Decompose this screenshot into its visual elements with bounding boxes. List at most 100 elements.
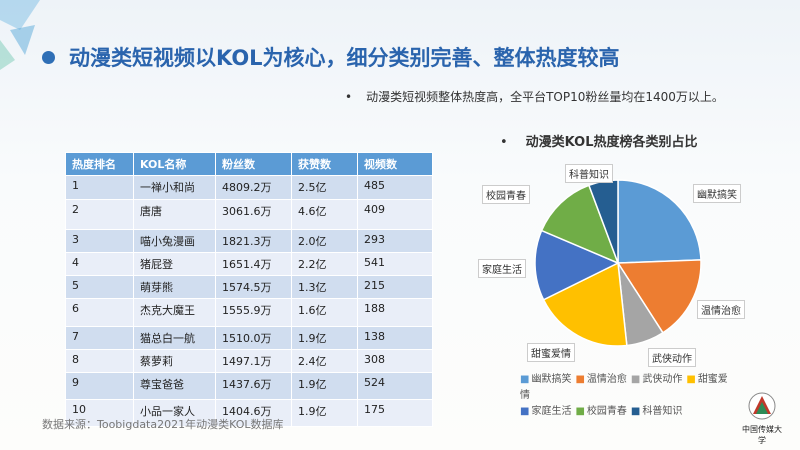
table-row: 5 萌芽熊 1574.5万 1.3亿 215 [65,275,433,299]
table-cell: 蔡萝莉 [133,349,216,373]
legend-swatch-icon: ■ [686,374,696,385]
table-cell: 175 [357,399,433,427]
legend-swatch-icon: ■ [630,374,641,385]
table-row: 3 喵小兔漫画 1821.3万 2.0亿 293 [65,229,433,253]
table-cell: 1497.1万 [215,349,292,373]
title-text: 动漫类短视频以KOL为核心，细分类别完善、整体热度较高 [69,46,620,70]
slice-label: 温情治愈 [697,300,745,319]
table-cell: 一禅小和尚 [133,175,216,200]
bullet-icon [42,50,55,64]
legend-swatch-icon: ■ [520,406,530,417]
table-cell: 541 [357,252,433,276]
table-row: 7 猫总白一航 1510.0万 1.9亿 138 [65,326,433,350]
table-cell: 1510.0万 [215,326,292,350]
legend-swatch-icon: ■ [630,406,641,417]
slice-label: 武侠动作 [648,348,696,367]
kol-table: 热度排名 KOL名称 粉丝数 获赞数 视频数 1 一禅小和尚 4809.2万 2.5亿 485 2… [65,152,433,427]
table-cell: 1.9亿 [291,399,358,427]
table-header: 热度排名 KOL名称 粉丝数 获赞数 视频数 [65,152,433,176]
table-cell: 2.0亿 [291,229,358,253]
legend-item: ■ 幽默搞笑 [520,374,572,385]
table-cell: 5 [65,275,134,299]
table-cell: 10 [65,399,134,427]
column-header: KOL名称 [133,152,216,176]
table-cell: 唐唐 [133,199,216,230]
table-cell: 188 [357,298,433,327]
table-cell: 1404.6万 [215,399,292,427]
table-row: 1 一禅小和尚 4809.2万 2.5亿 485 [65,175,433,200]
column-header: 获赞数 [291,152,358,176]
table-cell: 猪屁登 [133,252,216,276]
table-cell: 7 [65,326,134,350]
legend-item: ■ 科普知识 [630,406,683,417]
table-cell: 409 [357,199,433,230]
page-title: 动漫类短视频以KOL为核心，细分类别完善、整体热度较高 [42,42,620,72]
table-row: 8 蔡萝莉 1497.1万 2.4亿 308 [65,349,433,373]
table-cell: 1.9亿 [291,326,358,350]
table-cell: 猫总白一航 [133,326,216,350]
table-row: 2 唐唐 3061.6万 4.6亿 409 [65,199,433,230]
table-cell: 4.6亿 [291,199,358,230]
legend-item: ■ 校园青春 [575,406,627,417]
table-cell: 喵小兔漫画 [133,229,216,253]
table-cell: 2.4亿 [291,349,358,373]
table-cell: 1555.9万 [215,298,292,327]
table-row: 6 杰克大魔王 1555.9万 1.6亿 188 [65,298,433,327]
column-header: 热度排名 [65,152,134,176]
legend-item: ■ 家庭生活 [520,406,572,417]
slice-label: 幽默搞笑 [693,184,741,203]
legend-item: ■ 温情治愈 [575,374,627,385]
table-cell: 9 [65,372,134,400]
table-cell: 萌芽熊 [133,275,216,299]
legend-swatch-icon: ■ [575,406,585,417]
legend-item: ■ 武侠动作 [630,374,683,385]
slice-label: 家庭生活 [478,259,526,278]
table-cell: 308 [357,349,433,373]
table-cell: 4809.2万 [215,175,292,200]
table-cell: 2.2亿 [291,252,358,276]
subtitle: 动漫类短视频整体热度高，全平台TOP10粉丝量均在1400万以上。 [345,88,724,105]
table-cell: 1574.5万 [215,275,292,299]
table-cell: 1 [65,175,134,200]
decorative-network-graphic [0,0,40,70]
pie-slice-幽默搞笑 [617,179,702,264]
pie-slice-甜蜜爱情 [542,261,628,347]
table-cell: 2.5亿 [291,175,358,200]
table-row: 9 尊宝爸爸 1437.6万 1.9亿 524 [65,372,433,400]
table-cell: 1651.4万 [215,252,292,276]
table-cell: 3061.6万 [215,199,292,230]
logo-emblem-icon [748,392,776,420]
table-cell: 215 [357,275,433,299]
table-cell: 1.3亿 [291,275,358,299]
data-source: 数据来源：Toobigdata2021年动漫类KOL数据库 [42,418,284,431]
legend-swatch-icon: ■ [575,374,585,385]
table-cell: 1437.6万 [215,372,292,400]
table-cell: 2 [65,199,134,230]
table-cell: 293 [357,229,433,253]
table-row: 4 猪屁登 1651.4万 2.2亿 541 [65,252,433,276]
table-cell: 6 [65,298,134,327]
table-cell: 485 [357,175,433,200]
chart-title: 动漫类KOL热度榜各类别占比 [500,131,698,150]
slice-label: 科普知识 [565,164,613,183]
table-cell: 1.6亿 [291,298,358,327]
table-cell: 3 [65,229,134,253]
column-header: 视频数 [357,152,433,176]
table-row: 10 小品一家人 1404.6万 1.9亿 175 [65,399,433,427]
table-cell: 尊宝爸爸 [133,372,216,400]
university-logo: 中国传媒大学 [740,392,784,446]
table-cell: 1.9亿 [291,372,358,400]
legend-swatch-icon: ■ [520,374,530,385]
table-cell: 杰克大魔王 [133,298,216,327]
table-cell: 524 [357,372,433,400]
pie-slice-校园青春 [540,184,620,265]
table-cell: 1821.3万 [215,229,292,253]
table-cell: 8 [65,349,134,373]
slice-label: 甜蜜爱情 [527,343,575,362]
column-header: 粉丝数 [215,152,292,176]
pie-chart [534,179,702,347]
pie-slice-家庭生活 [534,229,620,301]
table-cell: 138 [357,326,433,350]
legend-item: ■ 甜蜜爱情 [520,374,728,401]
pie-slice-温情治愈 [616,259,702,334]
